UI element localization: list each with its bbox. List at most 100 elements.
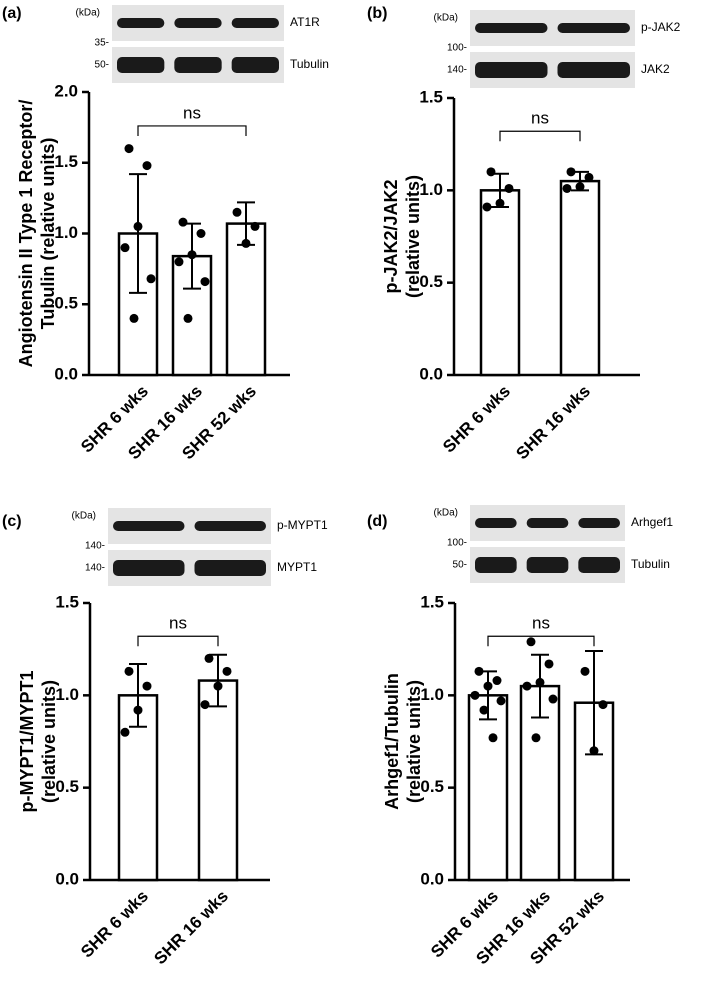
- error-bar: [129, 173, 147, 294]
- data-point: [133, 221, 143, 231]
- data-point: [488, 733, 498, 743]
- data-point: [522, 681, 532, 691]
- data-point: [486, 167, 496, 177]
- data-point: [479, 705, 489, 715]
- data-point: [548, 694, 558, 704]
- y-tick-label: 0.5: [420, 777, 444, 796]
- data-point: [124, 144, 134, 154]
- blot-band-label: p-JAK2: [641, 20, 681, 34]
- blot-marker: 100-: [447, 43, 467, 54]
- blot-marker: 140-: [447, 65, 467, 76]
- y-tick-label: 1.0: [54, 223, 78, 242]
- blot-marker: 140-: [85, 563, 105, 574]
- bar: [117, 232, 159, 377]
- bar: [559, 179, 601, 377]
- y-axis-label: p-JAK2/JAK2: [381, 179, 401, 293]
- panel-label: (b): [367, 5, 387, 22]
- significance-label: ns: [183, 103, 201, 122]
- data-point: [483, 681, 493, 691]
- blot-band: [557, 62, 630, 78]
- blot-band: [194, 521, 266, 531]
- blot-band: [113, 560, 185, 576]
- data-point: [575, 182, 585, 192]
- blot-unit: (kDa): [434, 508, 458, 519]
- blot-band: [174, 57, 222, 73]
- y-axis-label: p-MYPT1/MYPT1: [17, 670, 37, 812]
- panel-label: (a): [2, 5, 22, 22]
- data-point: [187, 250, 197, 260]
- blot-band-label: AT1R: [290, 15, 320, 29]
- blot-band: [557, 23, 630, 33]
- data-point: [129, 313, 139, 323]
- data-point: [183, 313, 193, 323]
- bar: [197, 679, 239, 882]
- data-point: [589, 746, 599, 756]
- error-bar: [209, 653, 227, 708]
- y-axis-label: Angiotensin II Type 1 Receptor/: [16, 100, 36, 368]
- x-tick-label: SHR 16 wks: [512, 382, 594, 464]
- data-point: [124, 666, 134, 676]
- data-point: [470, 690, 480, 700]
- data-point: [213, 681, 223, 691]
- y-tick-label: 0.0: [54, 364, 78, 383]
- blot-band: [194, 560, 266, 576]
- data-point: [580, 666, 590, 676]
- panel-label: (d): [367, 513, 387, 530]
- y-axis-label: (relative units): [403, 175, 423, 298]
- blot-unit: (kDa): [76, 8, 100, 19]
- data-point: [496, 696, 506, 706]
- blot-band-label: Arhgef1: [631, 515, 673, 529]
- y-tick-label: 0.5: [55, 777, 79, 796]
- data-point: [566, 167, 576, 177]
- data-point: [531, 733, 541, 743]
- data-point: [146, 274, 156, 284]
- y-tick-label: 0.5: [54, 294, 78, 313]
- bar: [225, 222, 267, 377]
- y-tick-label: 1.5: [419, 87, 443, 106]
- data-point: [133, 705, 143, 715]
- y-tick-label: 1.5: [54, 152, 78, 171]
- y-tick-label: 0.5: [419, 272, 443, 291]
- data-point: [250, 221, 260, 231]
- data-point: [142, 161, 152, 171]
- data-point: [200, 700, 210, 710]
- blot-marker: 140-: [85, 541, 105, 552]
- y-tick-label: 1.0: [420, 685, 444, 704]
- x-tick-label: SHR 6 wks: [439, 382, 514, 457]
- blot-band-label: MYPT1: [277, 560, 317, 574]
- x-tick-label: SHR 16 wks: [150, 887, 232, 969]
- significance-bracket: [137, 125, 247, 136]
- error-bar: [129, 662, 147, 728]
- data-point: [535, 677, 545, 687]
- x-tick-label: SHR 6 wks: [77, 887, 152, 962]
- y-tick-label: 1.0: [419, 180, 443, 199]
- blot-band-label: JAK2: [641, 62, 670, 76]
- data-point: [120, 243, 130, 253]
- bar: [479, 189, 521, 377]
- blot-band: [117, 18, 165, 28]
- y-tick-label: 1.5: [55, 592, 79, 611]
- data-point: [178, 217, 188, 227]
- blot-band: [578, 557, 620, 573]
- panel-label: (c): [2, 513, 22, 530]
- data-point: [526, 637, 536, 647]
- blot-band: [475, 62, 548, 78]
- blot-band-label: Tubulin: [290, 57, 329, 71]
- y-tick-label: 1.0: [55, 685, 79, 704]
- data-point: [222, 666, 232, 676]
- significance-label: ns: [169, 614, 187, 633]
- data-point: [482, 202, 492, 212]
- y-axis-label: (relative units): [39, 680, 59, 803]
- blot-band: [475, 557, 517, 573]
- data-point: [204, 653, 214, 663]
- y-tick-label: 0.0: [419, 364, 443, 383]
- y-axis-label: Arhgef1/Tubulin: [382, 673, 402, 810]
- blot-band: [475, 518, 517, 528]
- data-point: [504, 183, 514, 193]
- data-point: [562, 183, 572, 193]
- blot-band: [526, 518, 569, 528]
- data-point: [598, 700, 608, 710]
- blot-band: [174, 18, 222, 28]
- significance-bracket: [137, 635, 219, 647]
